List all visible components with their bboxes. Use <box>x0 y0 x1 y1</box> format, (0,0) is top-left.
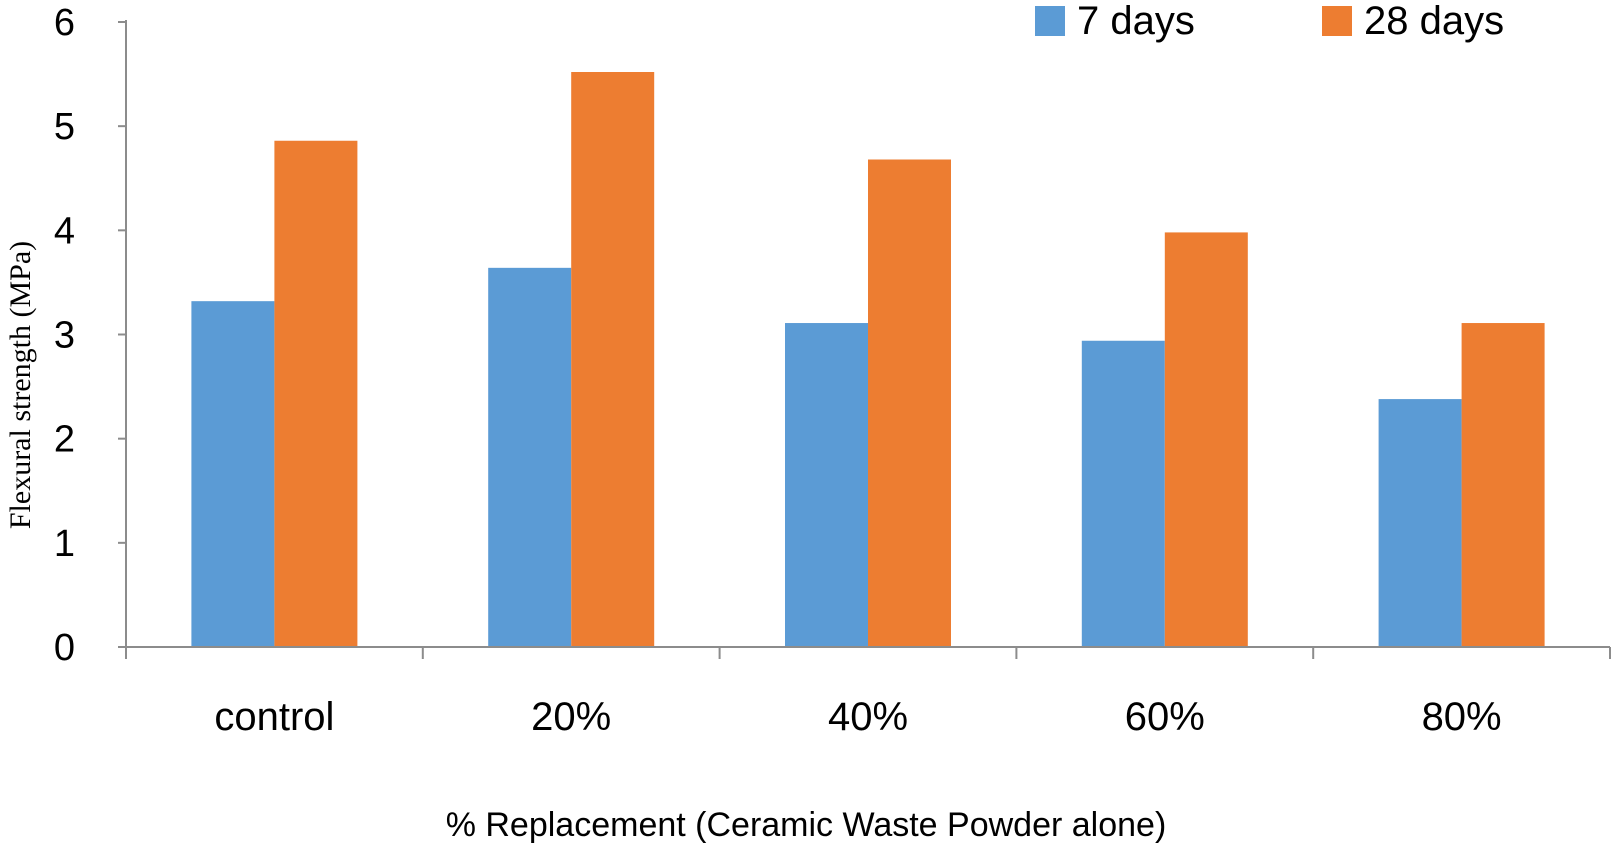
x-category-label: 40% <box>828 695 908 739</box>
x-category-label: 20% <box>531 695 611 739</box>
bar-7-days-40pct <box>785 323 868 647</box>
x-category-label: control <box>214 695 334 739</box>
x-axis <box>125 646 1611 659</box>
category-labels: control 20% 40% 60% 80% <box>214 695 1501 739</box>
legend: 7 days 28 days <box>1035 0 1504 43</box>
x-category-label: 80% <box>1422 695 1502 739</box>
y-tick-label: 1 <box>54 523 75 565</box>
y-tick-label: 6 <box>54 2 75 44</box>
bar-28-days-20pct <box>571 72 655 647</box>
bar-7-days-20pct <box>488 267 572 647</box>
bar-7-days-60pct <box>1081 340 1165 647</box>
x-category-label: 60% <box>1125 695 1205 739</box>
x-axis-title: % Replacement (Ceramic Waste Powder alon… <box>446 806 1167 844</box>
y-tick-label: 4 <box>54 210 75 252</box>
bar-28-days-control <box>274 140 358 647</box>
bar-28-days-60pct <box>1164 232 1248 647</box>
bars <box>191 72 1545 647</box>
y-tick-label: 2 <box>54 419 75 461</box>
legend-label-7-days: 7 days <box>1077 0 1195 43</box>
bar-28-days-40pct <box>868 159 951 647</box>
y-axis-title: Flexural strength (MPa) <box>4 241 37 529</box>
y-axis-ticks: 0 1 2 3 4 5 6 <box>54 2 127 669</box>
y-tick-label: 0 <box>54 627 75 669</box>
legend-label-28-days: 28 days <box>1364 0 1504 43</box>
bar-7-days-80pct <box>1378 399 1462 647</box>
y-tick-label: 5 <box>54 106 75 148</box>
bar-28-days-80pct <box>1461 323 1545 647</box>
y-tick-label: 3 <box>54 315 75 357</box>
legend-swatch-28-days <box>1322 6 1352 36</box>
bar-7-days-control <box>191 301 275 647</box>
legend-swatch-7-days <box>1035 6 1065 36</box>
